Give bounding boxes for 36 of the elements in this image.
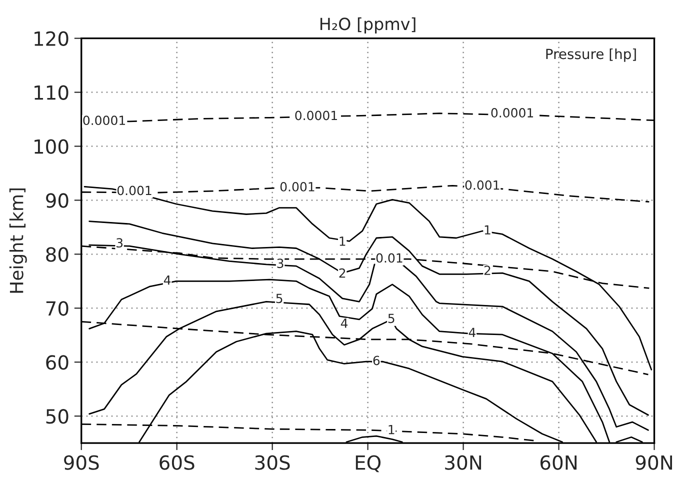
annotation: 4 bbox=[340, 318, 348, 328]
annotation: 3 bbox=[277, 258, 284, 268]
annotation: 6 bbox=[373, 356, 380, 366]
y-tick-label: 60 bbox=[46, 355, 68, 370]
annotation: 5 bbox=[276, 294, 282, 304]
annotation: 0.0001 bbox=[491, 108, 534, 118]
x-tick-label: 30S bbox=[255, 455, 290, 470]
y-tick-label: 50 bbox=[46, 409, 68, 424]
y-axis-title: Height [km] bbox=[9, 188, 27, 293]
x-tick-label: 60N bbox=[540, 455, 577, 470]
x-tick-label: EQ bbox=[356, 455, 381, 472]
annotation: 4 bbox=[468, 328, 476, 337]
y-tick-label: 90 bbox=[46, 193, 68, 208]
annotation: 1 bbox=[340, 236, 346, 246]
y-tick-label: 110 bbox=[34, 85, 68, 100]
x-tick-label: 30N bbox=[445, 455, 482, 470]
annotation: 0.001 bbox=[280, 182, 314, 192]
y-tick-label: 80 bbox=[46, 247, 68, 262]
annotation: 0.01 bbox=[376, 253, 402, 263]
annotation: 3 bbox=[116, 238, 123, 248]
y-tick-label: 100 bbox=[34, 139, 68, 154]
annotation: 0.0001 bbox=[83, 116, 125, 126]
annotation: 1 bbox=[484, 225, 490, 234]
x-tick-label: 60S bbox=[160, 455, 194, 470]
x-tick-label: 90S bbox=[64, 455, 99, 470]
annotation: 0.001 bbox=[465, 180, 500, 190]
annotation: 0.001 bbox=[117, 186, 152, 196]
annotation: 4 bbox=[164, 276, 171, 285]
annotation: 2 bbox=[484, 266, 490, 275]
y-tick-label: 70 bbox=[46, 301, 68, 316]
annotation: Pressure [hp] bbox=[546, 48, 636, 62]
chart-title: H₂O [ppmv] bbox=[320, 17, 416, 34]
y-tick-label: 120 bbox=[34, 31, 68, 46]
annotation: 0.0001 bbox=[295, 110, 337, 120]
annotation: 1 bbox=[388, 425, 394, 434]
x-tick-label: 90N bbox=[636, 455, 672, 470]
